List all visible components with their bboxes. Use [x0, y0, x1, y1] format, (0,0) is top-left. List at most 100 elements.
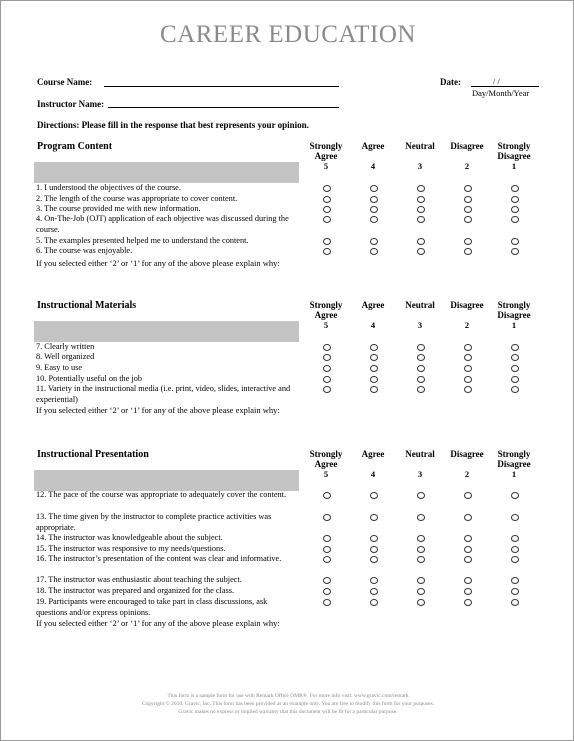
response-bubble[interactable]: [464, 556, 472, 563]
response-bubble[interactable]: [323, 556, 331, 563]
response-bubble[interactable]: [323, 344, 331, 351]
response-bubble[interactable]: [417, 376, 425, 383]
response-bubble[interactable]: [370, 216, 378, 223]
response-bubble[interactable]: [417, 386, 425, 393]
response-bubble[interactable]: [511, 556, 519, 563]
response-bubble[interactable]: [370, 365, 378, 372]
response-bubble[interactable]: [323, 514, 331, 521]
response-bubble[interactable]: [323, 185, 331, 192]
response-bubble[interactable]: [370, 354, 378, 361]
response-bubble[interactable]: [323, 588, 331, 595]
response-bubble[interactable]: [417, 365, 425, 372]
response-bubble[interactable]: [511, 238, 519, 245]
response-bubble[interactable]: [511, 196, 519, 203]
response-bubble[interactable]: [417, 248, 425, 255]
response-bubble[interactable]: [464, 577, 472, 584]
response-bubble[interactable]: [370, 535, 378, 542]
response-bubble[interactable]: [464, 599, 472, 606]
response-bubble[interactable]: [417, 588, 425, 595]
response-bubble[interactable]: [417, 196, 425, 203]
response-bubble[interactable]: [417, 492, 425, 499]
response-bubble[interactable]: [370, 556, 378, 563]
response-bubble[interactable]: [511, 206, 519, 213]
response-bubble[interactable]: [511, 577, 519, 584]
response-bubble[interactable]: [464, 514, 472, 521]
response-bubble[interactable]: [370, 248, 378, 255]
response-bubble[interactable]: [417, 546, 425, 553]
response-bubble[interactable]: [323, 206, 331, 213]
response-bubble[interactable]: [323, 196, 331, 203]
response-bubble[interactable]: [511, 216, 519, 223]
response-bubble[interactable]: [417, 354, 425, 361]
response-bubble[interactable]: [370, 386, 378, 393]
date-field[interactable]: [471, 86, 539, 87]
response-bubble[interactable]: [417, 514, 425, 521]
response-bubble[interactable]: [417, 535, 425, 542]
response-bubble[interactable]: [323, 376, 331, 383]
scale-header: Agree: [361, 141, 385, 151]
response-bubble[interactable]: [417, 556, 425, 563]
response-bubble[interactable]: [323, 216, 331, 223]
response-bubble[interactable]: [511, 514, 519, 521]
response-bubble[interactable]: [323, 599, 331, 606]
response-bubble[interactable]: [511, 599, 519, 606]
response-bubble[interactable]: [511, 492, 519, 499]
response-bubble[interactable]: [323, 248, 331, 255]
response-bubble[interactable]: [464, 492, 472, 499]
response-bubble[interactable]: [370, 344, 378, 351]
response-bubble[interactable]: [323, 492, 331, 499]
response-bubble[interactable]: [417, 216, 425, 223]
response-bubble[interactable]: [370, 599, 378, 606]
response-bubble[interactable]: [370, 546, 378, 553]
response-bubble[interactable]: [511, 185, 519, 192]
response-bubble[interactable]: [464, 365, 472, 372]
response-bubble[interactable]: [370, 577, 378, 584]
response-bubble[interactable]: [464, 206, 472, 213]
response-bubble[interactable]: [323, 535, 331, 542]
response-bubble[interactable]: [417, 206, 425, 213]
response-bubble[interactable]: [464, 376, 472, 383]
response-bubble[interactable]: [417, 577, 425, 584]
section-title: Instructional Presentation: [37, 449, 149, 460]
response-bubble[interactable]: [511, 588, 519, 595]
response-bubble[interactable]: [464, 216, 472, 223]
response-bubble[interactable]: [464, 185, 472, 192]
response-bubble[interactable]: [370, 588, 378, 595]
response-bubble[interactable]: [464, 196, 472, 203]
response-bubble[interactable]: [323, 365, 331, 372]
response-bubble[interactable]: [464, 238, 472, 245]
response-bubble[interactable]: [464, 588, 472, 595]
response-bubble[interactable]: [370, 196, 378, 203]
response-bubble[interactable]: [417, 599, 425, 606]
response-bubble[interactable]: [323, 354, 331, 361]
response-bubble[interactable]: [511, 248, 519, 255]
response-bubble[interactable]: [511, 386, 519, 393]
response-bubble[interactable]: [323, 386, 331, 393]
response-bubble[interactable]: [464, 354, 472, 361]
response-bubble[interactable]: [511, 344, 519, 351]
response-bubble[interactable]: [464, 535, 472, 542]
response-bubble[interactable]: [464, 386, 472, 393]
response-bubble[interactable]: [464, 344, 472, 351]
response-bubble[interactable]: [417, 238, 425, 245]
response-bubble[interactable]: [511, 546, 519, 553]
response-bubble[interactable]: [323, 546, 331, 553]
response-bubble[interactable]: [323, 238, 331, 245]
response-bubble[interactable]: [370, 514, 378, 521]
response-bubble[interactable]: [464, 248, 472, 255]
response-bubble[interactable]: [464, 546, 472, 553]
response-bubble[interactable]: [370, 206, 378, 213]
response-bubble[interactable]: [511, 535, 519, 542]
response-bubble[interactable]: [323, 577, 331, 584]
response-bubble[interactable]: [370, 238, 378, 245]
response-bubble[interactable]: [511, 376, 519, 383]
response-bubble[interactable]: [370, 185, 378, 192]
course-name-field[interactable]: [104, 86, 339, 87]
instructor-name-field[interactable]: [108, 107, 339, 108]
response-bubble[interactable]: [511, 365, 519, 372]
response-bubble[interactable]: [370, 492, 378, 499]
response-bubble[interactable]: [417, 185, 425, 192]
response-bubble[interactable]: [511, 354, 519, 361]
response-bubble[interactable]: [417, 344, 425, 351]
response-bubble[interactable]: [370, 376, 378, 383]
